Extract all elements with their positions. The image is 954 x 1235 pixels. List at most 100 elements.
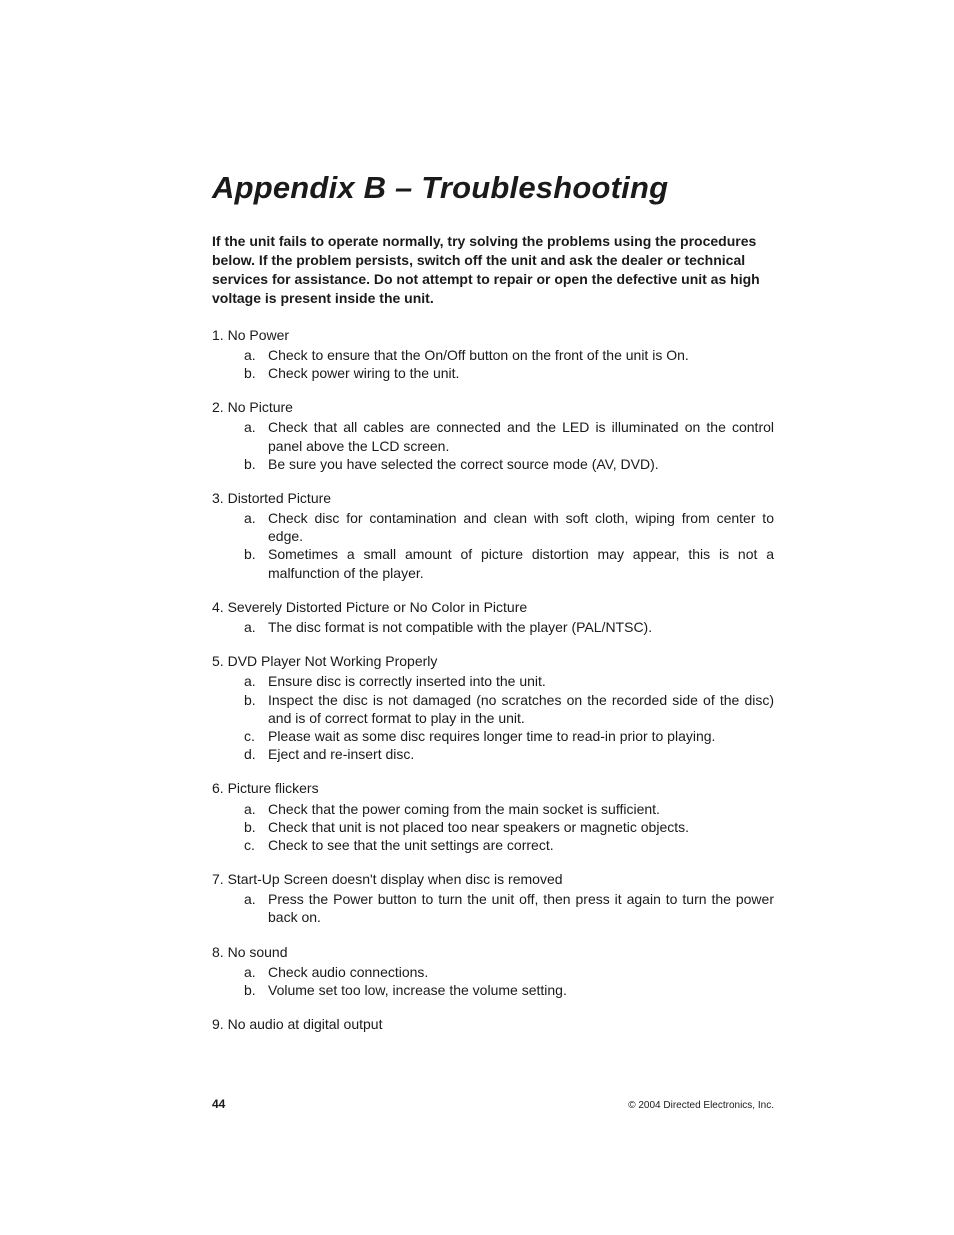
list-item-title: No audio at digital output: [228, 1016, 383, 1032]
sub-list: a.Ensure disc is correctly inserted into…: [212, 672, 774, 763]
page-number: 44: [212, 1097, 225, 1111]
list-item-heading: 1. No Power: [212, 326, 774, 344]
sub-list-item: b.Sometimes a small amount of picture di…: [244, 545, 774, 581]
sub-list-item: a.Press the Power button to turn the uni…: [244, 890, 774, 926]
sub-item-text: Ensure disc is correctly inserted into t…: [268, 672, 774, 690]
list-item-number: 1.: [212, 327, 224, 343]
sub-item-letter: c.: [244, 727, 268, 745]
sub-item-text: Press the Power button to turn the unit …: [268, 890, 774, 926]
intro-paragraph: If the unit fails to operate normally, t…: [212, 232, 774, 308]
list-item-title: Distorted Picture: [228, 490, 331, 506]
list-item-title: No Power: [228, 327, 289, 343]
sub-item-text: Check to see that the unit settings are …: [268, 836, 774, 854]
list-item: 3. Distorted Picture a.Check disc for con…: [212, 489, 774, 582]
sub-list: a.The disc format is not compatible with…: [212, 618, 774, 636]
list-item: 9. No audio at digital output: [212, 1015, 774, 1033]
sub-item-letter: a.: [244, 418, 268, 454]
list-item-heading: 9. No audio at digital output: [212, 1015, 774, 1033]
sub-list-item: b.Inspect the disc is not damaged (no sc…: [244, 691, 774, 727]
sub-list-item: a.Check to ensure that the On/Off button…: [244, 346, 774, 364]
list-item-number: 5.: [212, 653, 224, 669]
list-item-heading: 8. No sound: [212, 943, 774, 961]
list-item-title: Start-Up Screen doesn't display when dis…: [228, 871, 563, 887]
page-footer: 44 © 2004 Directed Electronics, Inc.: [212, 1097, 774, 1111]
sub-item-letter: b.: [244, 981, 268, 999]
sub-list-item: c.Please wait as some disc requires long…: [244, 727, 774, 745]
sub-item-text: Check power wiring to the unit.: [268, 364, 774, 382]
list-item-heading: 4. Severely Distorted Picture or No Colo…: [212, 598, 774, 616]
list-item: 7. Start-Up Screen doesn't display when …: [212, 870, 774, 927]
sub-item-text: Check that all cables are connected and …: [268, 418, 774, 454]
sub-list-item: a.Check that the power coming from the m…: [244, 800, 774, 818]
sub-item-text: Volume set too low, increase the volume …: [268, 981, 774, 999]
list-item-number: 9.: [212, 1016, 224, 1032]
sub-item-letter: a.: [244, 509, 268, 545]
list-item: 8. No sound a.Check audio connections.b.V…: [212, 943, 774, 1000]
sub-list-item: d.Eject and re-insert disc.: [244, 745, 774, 763]
sub-item-text: Be sure you have selected the correct so…: [268, 455, 774, 473]
troubleshooting-list: 1. No Powera.Check to ensure that the On…: [212, 326, 774, 1034]
sub-list: a.Check that the power coming from the m…: [212, 800, 774, 855]
list-item-title: DVD Player Not Working Properly: [228, 653, 438, 669]
sub-list: a.Press the Power button to turn the uni…: [212, 890, 774, 926]
sub-item-letter: a.: [244, 890, 268, 926]
list-item: 6. Picture flickers a.Check that the powe…: [212, 779, 774, 854]
sub-item-letter: a.: [244, 963, 268, 981]
list-item-number: 2.: [212, 399, 224, 415]
list-item-heading: 7. Start-Up Screen doesn't display when …: [212, 870, 774, 888]
sub-item-letter: a.: [244, 800, 268, 818]
sub-item-letter: b.: [244, 545, 268, 581]
sub-list: a.Check to ensure that the On/Off button…: [212, 346, 774, 382]
sub-item-text: Check audio connections.: [268, 963, 774, 981]
sub-list-item: b.Be sure you have selected the correct …: [244, 455, 774, 473]
sub-list-item: b.Volume set too low, increase the volum…: [244, 981, 774, 999]
list-item: 1. No Power a.Check to ensure that the On…: [212, 326, 774, 383]
list-item: 2. No Picture a.Check that all cables are…: [212, 398, 774, 473]
sub-item-text: Sometimes a small amount of picture dist…: [268, 545, 774, 581]
sub-item-text: The disc format is not compatible with t…: [268, 618, 774, 636]
sub-item-text: Eject and re-insert disc.: [268, 745, 774, 763]
sub-item-letter: b.: [244, 455, 268, 473]
list-item-heading: 3. Distorted Picture: [212, 489, 774, 507]
sub-item-letter: b.: [244, 818, 268, 836]
copyright-text: © 2004 Directed Electronics, Inc.: [628, 1100, 774, 1111]
sub-item-text: Check that the power coming from the mai…: [268, 800, 774, 818]
sub-item-text: Please wait as some disc requires longer…: [268, 727, 774, 745]
title-wrap: Appendix B – Troubleshooting: [212, 170, 774, 206]
page-title: Appendix B – Troubleshooting: [212, 170, 668, 205]
sub-item-letter: b.: [244, 364, 268, 382]
sub-item-text: Inspect the disc is not damaged (no scra…: [268, 691, 774, 727]
sub-item-letter: b.: [244, 691, 268, 727]
sub-list: a.Check that all cables are connected an…: [212, 418, 774, 473]
sub-list-item: c.Check to see that the unit settings ar…: [244, 836, 774, 854]
list-item-number: 7.: [212, 871, 224, 887]
sub-item-letter: d.: [244, 745, 268, 763]
title-dotted-rule: [212, 208, 774, 210]
list-item-number: 3.: [212, 490, 224, 506]
document-page: Appendix B – Troubleshooting If the unit…: [0, 0, 954, 1235]
sub-list-item: a.Check that all cables are connected an…: [244, 418, 774, 454]
list-item-heading: 5. DVD Player Not Working Properly: [212, 652, 774, 670]
sub-item-text: Check to ensure that the On/Off button o…: [268, 346, 774, 364]
list-item-number: 8.: [212, 944, 224, 960]
sub-item-letter: a.: [244, 618, 268, 636]
list-item-number: 6.: [212, 780, 224, 796]
sub-item-text: Check disc for contamination and clean w…: [268, 509, 774, 545]
sub-list-item: a.The disc format is not compatible with…: [244, 618, 774, 636]
list-item-heading: 2. No Picture: [212, 398, 774, 416]
sub-item-letter: a.: [244, 346, 268, 364]
list-item-title: No sound: [228, 944, 288, 960]
sub-item-text: Check that unit is not placed too near s…: [268, 818, 774, 836]
sub-list-item: b.Check power wiring to the unit.: [244, 364, 774, 382]
list-item-title: Picture flickers: [228, 780, 319, 796]
list-item: 5. DVD Player Not Working Properly a.Ensu…: [212, 652, 774, 763]
sub-item-letter: a.: [244, 672, 268, 690]
list-item-number: 4.: [212, 599, 224, 615]
sub-list: a.Check audio connections.b.Volume set t…: [212, 963, 774, 999]
sub-list: a.Check disc for contamination and clean…: [212, 509, 774, 582]
list-item-heading: 6. Picture flickers: [212, 779, 774, 797]
sub-item-letter: c.: [244, 836, 268, 854]
list-item: 4. Severely Distorted Picture or No Colo…: [212, 598, 774, 636]
sub-list-item: a.Check disc for contamination and clean…: [244, 509, 774, 545]
sub-list-item: b.Check that unit is not placed too near…: [244, 818, 774, 836]
